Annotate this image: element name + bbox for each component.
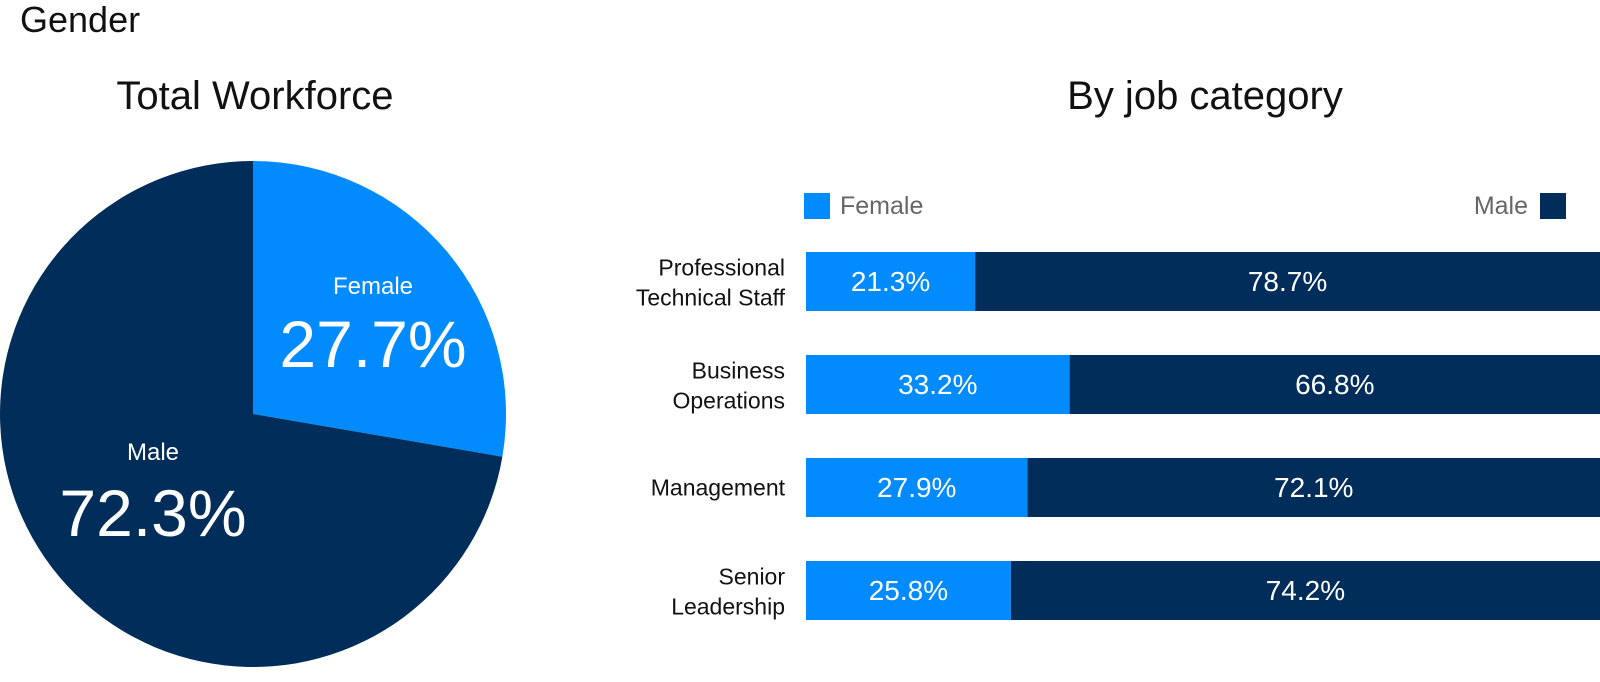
- pie-chart-title: Total Workforce: [116, 74, 394, 118]
- bar-value-male: 66.8%: [1295, 369, 1374, 400]
- bar-value-female: 27.9%: [877, 472, 956, 503]
- bar-female: [806, 252, 976, 311]
- bar-value-female: 33.2%: [898, 369, 977, 400]
- bar-value-male: 72.1%: [1274, 472, 1353, 503]
- bar-value-male: 74.2%: [1266, 575, 1345, 606]
- category-label: Operations: [672, 388, 785, 414]
- bar-male: [1069, 355, 1600, 414]
- pie-label-female: Female: [333, 273, 413, 300]
- bar-female: [806, 355, 1070, 414]
- category-label: Senior: [719, 564, 786, 590]
- bar-female: [806, 458, 1028, 517]
- pie-label-male: Male: [127, 439, 179, 466]
- bar-value-male: 78.7%: [1248, 266, 1327, 297]
- bar-value-female: 25.8%: [869, 575, 948, 606]
- category-label: Technical Staff: [636, 285, 786, 311]
- section-title: Gender: [20, 0, 141, 40]
- bar-value-female: 21.3%: [851, 266, 930, 297]
- category-label: Business: [692, 358, 785, 384]
- pie-slice-female: [253, 161, 507, 457]
- category-label: Professional: [658, 255, 785, 281]
- pie-slice-male: [0, 161, 503, 667]
- bar-male: [975, 252, 1600, 311]
- legend-label-female: Female: [840, 192, 923, 220]
- pie-value-female: 27.7%: [279, 307, 466, 381]
- pie-value-male: 72.3%: [59, 476, 246, 550]
- bar-male: [1010, 561, 1600, 620]
- bar-male: [1027, 458, 1600, 517]
- bar-female: [806, 561, 1011, 620]
- legend-label-male: Male: [1474, 192, 1528, 220]
- bar-chart-title: By job category: [1067, 74, 1343, 118]
- legend-swatch-female: [804, 193, 830, 219]
- legend-swatch-male: [1540, 193, 1566, 219]
- category-label: Leadership: [671, 594, 785, 620]
- category-label: Management: [651, 475, 786, 501]
